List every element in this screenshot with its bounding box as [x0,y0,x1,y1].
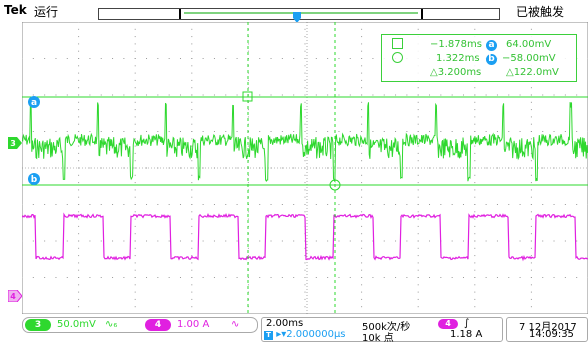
ch3-bandwidth-icon: ∿₆ [105,319,117,330]
square-cursor-icon [392,38,403,49]
trigger-level[interactable]: 1.18 A [450,329,482,340]
acquisition-state[interactable]: 运行 [34,3,58,20]
cursor-a-value: 64.00mV [506,38,551,52]
bottom-status-bar: 3 50.0mV ∿₆ 4 1.00 A ∿ 2.00ms T ▸▾2.0000… [0,314,588,341]
horizontal-trigger-panel[interactable]: 2.00ms T ▸▾2.000000μs 500k次/秒 10k 点 4 ∫ … [261,317,503,342]
ch3-ground-label: 3 [10,139,16,148]
trigger-source-badge[interactable]: 4 [438,319,458,329]
trigger-status: 已被触发 [516,3,564,20]
brand-logo: Tek [4,3,27,17]
ch4-ground-marker[interactable]: 4 [8,290,22,302]
cursor-delta-time: △3.200ms [430,66,481,80]
trigger-slope-icon: ∫ [464,318,469,329]
cursor-a-icon: a [486,40,497,51]
cursor-delta-value: △122.0mV [506,66,559,80]
cursor-b-value: −58.00mV [502,52,556,66]
ch3-ground-marker[interactable]: 3 [8,137,22,149]
trigger-position-icon: T [264,331,273,340]
cursor-a-badge-label: a [31,98,37,108]
cursor-b-badge-label: b [31,175,38,185]
ch4-bandwidth-icon: ∿ [231,319,239,330]
timebase-scale[interactable]: 2.00ms [266,318,303,329]
cursor-b-icon: b [486,54,497,65]
date-time-panel: 7 12月2017 14:09:35 [506,317,588,342]
cursor-b-time: 1.322ms [436,52,480,66]
cursor-a-time: −1.878ms [430,38,482,52]
ch3-badge[interactable]: 3 [25,319,51,331]
time: 14:09:35 [529,329,574,340]
ch4-scale[interactable]: 1.00 A [177,319,209,330]
record-length: 10k 点 [362,329,394,344]
ch3-scale[interactable]: 50.0mV [57,319,96,330]
ch4-badge[interactable]: 4 [145,319,171,331]
circle-cursor-icon [392,52,403,63]
cursor-readout-panel[interactable]: −1.878ms a 64.00mV 1.322ms b −58.00mV △3… [381,34,577,82]
ch4-ground-label: 4 [10,292,16,301]
horizontal-position[interactable]: ▸▾2.000000μs [276,329,345,340]
channel-settings-panel[interactable]: 3 50.0mV ∿₆ 4 1.00 A ∿ [22,317,258,333]
